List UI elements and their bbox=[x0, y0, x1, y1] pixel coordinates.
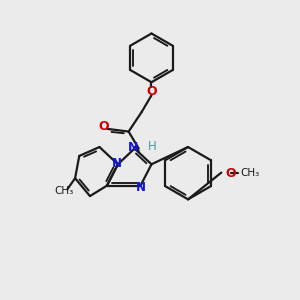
Text: O: O bbox=[146, 85, 157, 98]
Text: N: N bbox=[112, 157, 122, 170]
Text: O: O bbox=[226, 167, 236, 180]
Text: O: O bbox=[99, 120, 109, 133]
Text: N: N bbox=[128, 141, 138, 154]
Text: H: H bbox=[148, 140, 157, 153]
Text: CH₃: CH₃ bbox=[54, 186, 74, 196]
Text: N: N bbox=[136, 181, 146, 194]
Text: CH₃: CH₃ bbox=[240, 168, 260, 178]
